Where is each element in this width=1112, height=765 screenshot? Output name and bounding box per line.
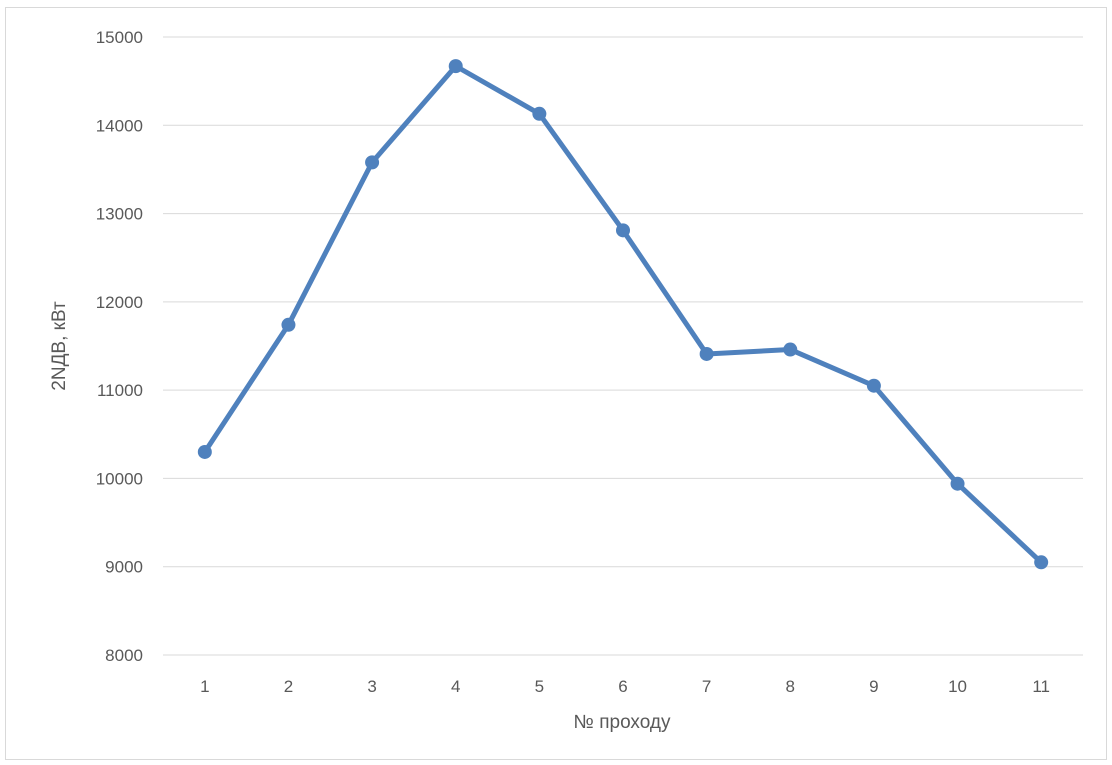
x-axis-ticks: 1 2 3 4 5 6 7 8 9 10 11	[200, 677, 1050, 696]
data-point	[699, 346, 714, 361]
x-tick-label: 5	[535, 677, 544, 696]
y-axis-ticks: 8000 9000 10000 11000 12000 13000 14000 15000	[96, 28, 143, 665]
data-point	[197, 444, 212, 459]
data-point	[281, 317, 296, 332]
data-point	[950, 476, 965, 491]
y-tick-label: 9000	[105, 558, 143, 577]
y-tick-label: 15000	[96, 28, 143, 47]
x-axis-title: № проходу	[574, 712, 671, 733]
data-point	[616, 223, 630, 238]
x-tick-label: 2	[284, 677, 293, 696]
x-tick-label: 6	[618, 677, 627, 696]
x-tick-label: 11	[1032, 677, 1050, 696]
data-point	[365, 155, 380, 170]
x-tick-label: 9	[869, 677, 878, 696]
chart-frame	[5, 7, 1107, 760]
y-axis-title: 2NДВ, кВт	[49, 301, 70, 391]
x-tick-label: 7	[702, 677, 711, 696]
y-tick-label: 14000	[96, 116, 143, 135]
data-point	[866, 378, 881, 393]
gridlines	[163, 36, 1083, 656]
x-tick-label: 8	[786, 677, 795, 696]
data-point	[448, 59, 463, 74]
y-tick-label: 8000	[105, 646, 143, 665]
y-tick-label: 13000	[96, 205, 143, 224]
series-group	[197, 59, 1049, 570]
x-tick-label: 10	[948, 677, 967, 696]
y-tick-label: 11000	[97, 381, 143, 400]
x-tick-label: 3	[367, 677, 376, 696]
data-point	[783, 342, 798, 357]
data-point	[1034, 555, 1049, 570]
series-line	[202, 63, 1044, 565]
x-tick-label: 1	[200, 677, 209, 696]
y-tick-label: 10000	[96, 469, 143, 488]
x-tick-label: 4	[451, 677, 460, 696]
data-point	[532, 106, 547, 121]
y-tick-label: 12000	[96, 293, 143, 312]
